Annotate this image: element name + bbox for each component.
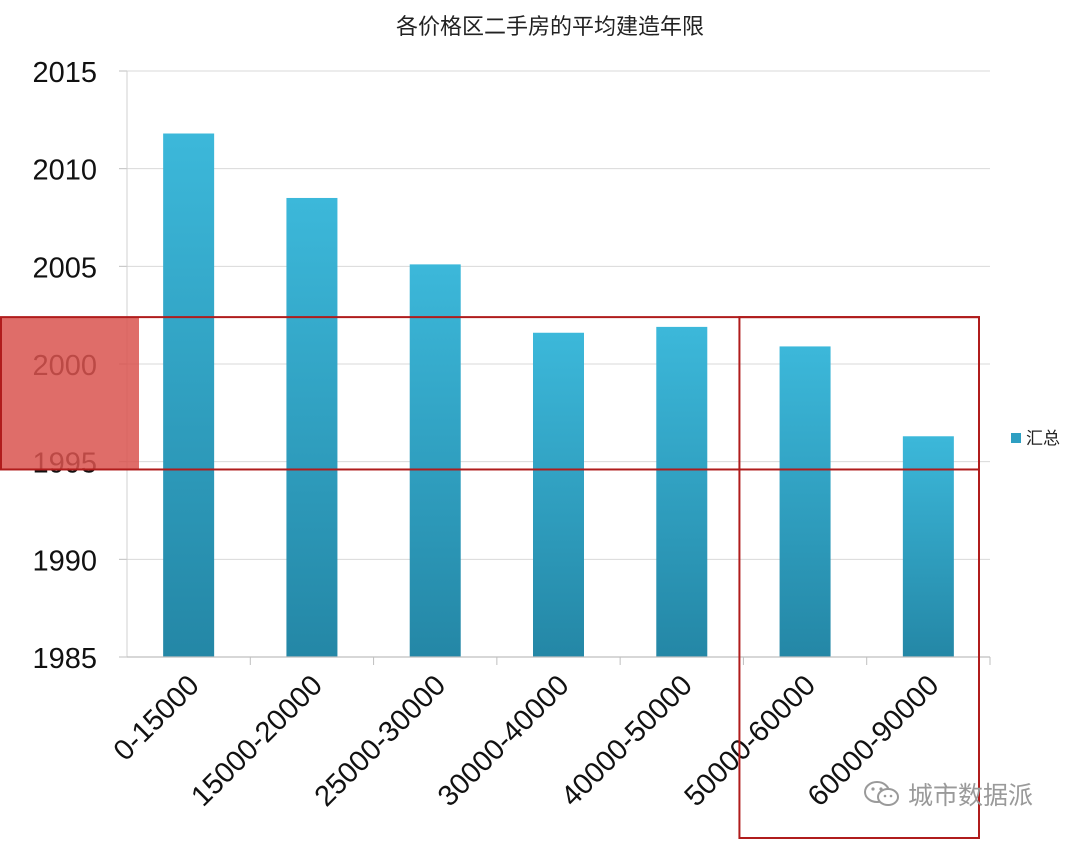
highlight-boxes: [0, 316, 981, 839]
x-tick-label: 15000-20000: [185, 669, 329, 813]
watermark-text: 城市数据派: [908, 781, 1034, 810]
y-tick-label: 1990: [32, 545, 97, 577]
chart-title: 各价格区二手房的平均建造年限: [396, 15, 704, 40]
y-tick-label: 2005: [32, 252, 97, 284]
wechat-icon: [864, 781, 899, 806]
y-tick-label: 2010: [32, 155, 97, 187]
y-tick-label: 1985: [32, 643, 97, 675]
highlight-fill: [0, 317, 139, 470]
bar: [656, 326, 708, 657]
x-tick-label: 50000-60000: [679, 669, 823, 813]
highlight-box: [738, 316, 981, 839]
x-tick-label: 25000-30000: [309, 669, 453, 813]
bar: [163, 133, 215, 658]
x-tick-label: 30000-40000: [432, 669, 576, 813]
x-tick-label: 0-15000: [108, 669, 206, 767]
legend: 汇总: [1011, 429, 1060, 449]
bars: [163, 133, 954, 658]
bar: [533, 332, 584, 657]
bar: [409, 264, 461, 657]
legend-swatch: [1011, 433, 1021, 443]
highlight-band: [0, 316, 980, 471]
watermark: 城市数据派: [862, 776, 1033, 812]
legend-label: 汇总: [1026, 429, 1060, 449]
bar: [902, 436, 954, 657]
y-tick-label: 2015: [32, 57, 97, 89]
x-tick-label: 40000-50000: [555, 669, 699, 813]
bar: [286, 197, 338, 657]
bar: [779, 346, 831, 657]
